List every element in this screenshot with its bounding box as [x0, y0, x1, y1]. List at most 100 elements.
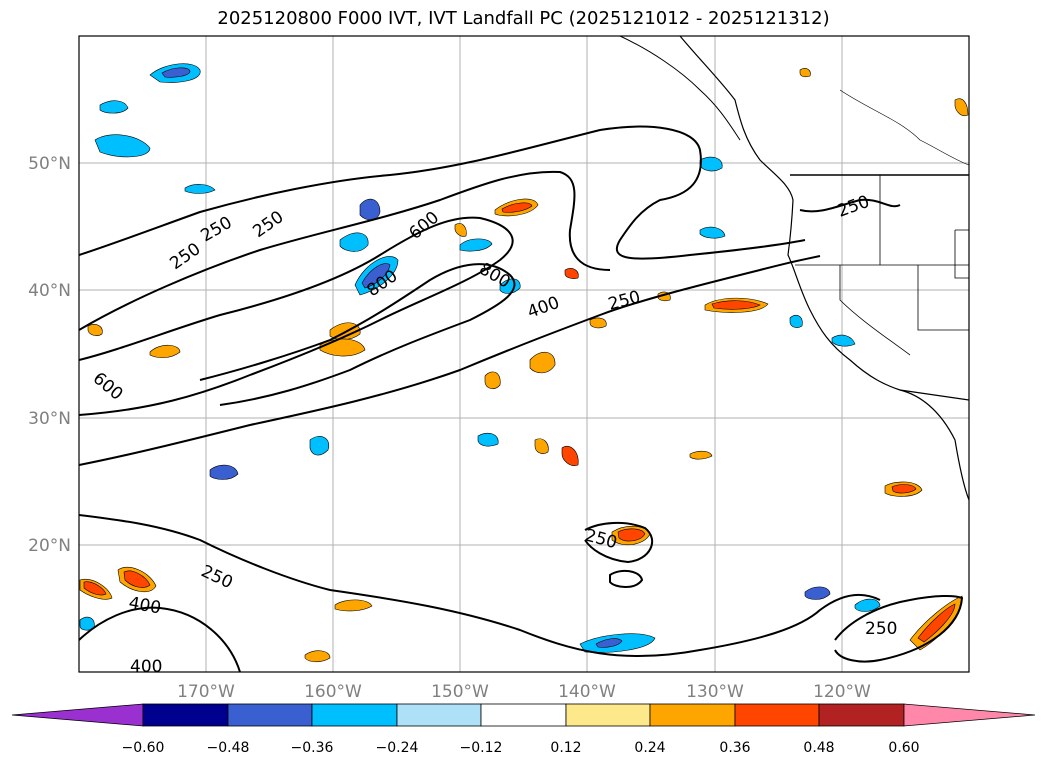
contour-400-south — [79, 606, 241, 672]
contour-800 — [199, 263, 516, 406]
neg-blob — [94, 134, 151, 158]
state-border — [839, 265, 911, 356]
pos-blob — [529, 352, 556, 374]
colorbar-tick: −0.48 — [207, 740, 250, 756]
pos-blob — [917, 603, 956, 643]
colorbar-segment — [311, 703, 398, 727]
neg-blob — [699, 226, 726, 239]
contour-250-ne — [799, 198, 901, 213]
negative-ivt-fills — [79, 63, 881, 653]
neg-blob — [595, 638, 623, 648]
colorbar-tick: 0.36 — [719, 740, 750, 756]
colorbar-tick: 0.60 — [888, 740, 919, 756]
colorbar — [11, 703, 1036, 727]
lon-labels: 170°W 160°W 150°W 140°W 130°W 120°W — [177, 682, 871, 702]
lon-label: 130°W — [686, 682, 744, 702]
neg-blob — [359, 198, 381, 221]
na-coastline — [679, 36, 969, 501]
pos-blob — [617, 528, 646, 542]
neg-blob — [184, 184, 216, 194]
colorbar-ticks: −0.60 −0.48 −0.36 −0.24 −0.12 0.12 0.24 … — [122, 740, 920, 756]
colorbar-extend-left — [11, 703, 144, 727]
pos-blob — [149, 344, 181, 358]
neg-blob — [477, 432, 499, 447]
pos-blob — [484, 371, 501, 390]
colorbar-tick: 0.12 — [550, 740, 581, 756]
pos-blob — [304, 650, 331, 663]
neg-blob — [99, 100, 129, 114]
contour-250-hi — [584, 522, 654, 564]
colorbar-extend-right — [903, 703, 1036, 727]
pos-blob — [799, 68, 811, 78]
pos-blob — [711, 300, 761, 310]
neg-blob — [309, 436, 330, 456]
pos-blob — [564, 268, 579, 279]
colorbar-segment — [396, 703, 482, 727]
lat-label: 30°N — [28, 409, 71, 429]
lon-label: 120°W — [813, 682, 871, 702]
alaska-coast — [619, 36, 741, 141]
ivt-contours — [79, 125, 964, 672]
lon-label: 170°W — [177, 682, 235, 702]
colorbar-segment — [818, 703, 905, 727]
contour-small — [609, 569, 644, 588]
map-title: 2025120800 F000 IVT, IVT Landfall PC (20… — [217, 8, 830, 29]
contour-600 — [79, 216, 514, 416]
coastlines — [619, 36, 969, 501]
pos-blob — [561, 445, 579, 466]
pos-blob — [954, 98, 969, 117]
neg-blob — [699, 156, 723, 172]
pos-blob — [123, 570, 151, 588]
pos-blob — [83, 581, 107, 596]
neg-blob — [339, 232, 369, 252]
neg-blob — [459, 238, 493, 252]
pos-blob — [334, 599, 373, 612]
pos-blob — [589, 317, 607, 329]
contour-250-mid — [79, 170, 611, 331]
colorbar-segment — [142, 703, 229, 727]
pos-blob — [87, 324, 103, 336]
pos-blob — [454, 223, 467, 237]
neg-blob — [831, 334, 856, 347]
colorbar-segment — [734, 703, 820, 727]
state-border — [954, 229, 969, 279]
lat-label: 20°N — [28, 536, 71, 556]
neg-blob — [789, 314, 803, 328]
colorbar-tick: 0.48 — [803, 740, 834, 756]
colorbar-segment — [480, 703, 567, 727]
positive-ivt-fills — [79, 68, 969, 663]
lon-label: 150°W — [431, 682, 489, 702]
contour-250-south — [79, 514, 881, 658]
neg-blob — [209, 464, 239, 480]
neg-blob — [854, 598, 881, 612]
colorbar-tick: −0.24 — [376, 740, 419, 756]
neg-blob — [804, 586, 831, 600]
canada-province — [839, 89, 969, 166]
lon-label: 160°W — [304, 682, 362, 702]
contour-250-se — [834, 594, 964, 663]
colorbar-segment — [227, 703, 313, 727]
colorbar-segment — [565, 703, 651, 727]
map-plot-area: 250 250 250 600 800 800 400 250 250 600 … — [79, 36, 969, 677]
mexico-border — [899, 389, 969, 401]
contour-label: 250 — [865, 619, 897, 639]
map-frame — [78, 35, 970, 673]
colorbar-tick: 0.24 — [634, 740, 665, 756]
contour-400 — [79, 255, 821, 466]
contour-label: 400 — [130, 657, 162, 677]
pos-blob — [891, 484, 917, 494]
neg-blob — [161, 67, 191, 78]
colorbar-segment — [649, 703, 736, 727]
colorbar-tick: −0.60 — [122, 740, 165, 756]
lat-labels: 50°N 40°N 30°N 20°N — [28, 154, 71, 556]
lat-label: 50°N — [28, 154, 71, 174]
pos-blob — [534, 438, 549, 454]
pos-blob — [501, 202, 533, 213]
lon-label: 140°W — [558, 682, 616, 702]
state-border — [917, 265, 969, 331]
pos-blob — [689, 450, 713, 460]
colorbar-tick: −0.36 — [291, 740, 334, 756]
contour-250-outer — [79, 125, 806, 260]
lat-label: 40°N — [28, 281, 71, 301]
